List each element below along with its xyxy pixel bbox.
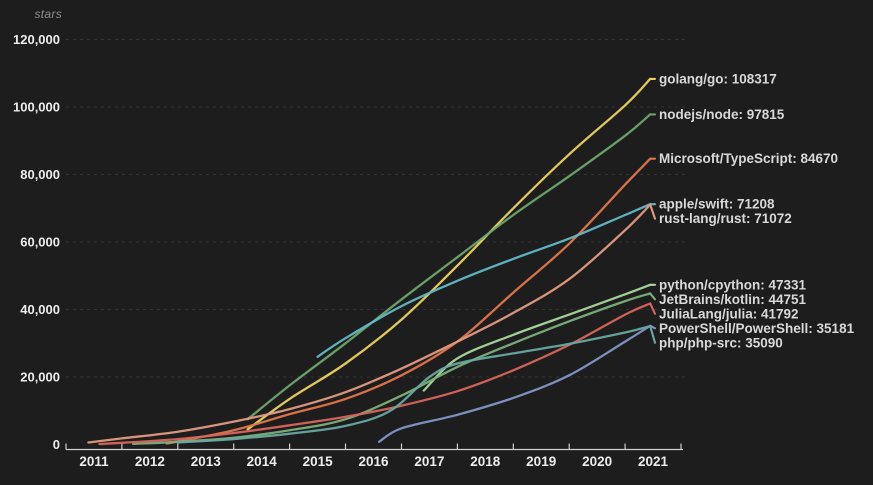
series-label-connector-php-php-src [649,325,657,344]
x-tick-label: 2015 [303,454,334,469]
series-label-julialang-julia: JuliaLang/julia: 41792 [659,306,799,321]
series-label-rust-lang-rust: rust-lang/rust: 71072 [659,211,792,226]
x-tick-label: 2019 [526,454,556,469]
x-tick-label: 2020 [582,454,612,469]
x-tick-label: 2017 [414,454,444,469]
y-tick-label: 40,000 [20,302,60,317]
x-tick-label: 2018 [470,454,501,469]
y-tick-label: 80,000 [20,167,60,182]
y-tick-label: 100,000 [13,100,60,115]
series-label-golang-go: golang/go: 108317 [659,71,777,86]
series-line-jetbrains-kotlin [131,292,652,445]
series-label-connector-julialang-julia [649,302,657,315]
series-line-apple-swift [316,203,652,358]
series-line-golang-go [246,77,652,431]
x-tick-label: 2016 [358,454,389,469]
series-label-connector-jetbrains-kotlin [649,292,657,301]
y-tick-label: 20,000 [20,370,60,385]
y-tick-label: 0 [53,437,60,452]
series-line-julialang-julia [98,302,652,446]
series-label-python-cpython: python/cpython: 47331 [659,277,807,292]
series-label-microsoft-typescript: Microsoft/TypeScript: 84670 [659,151,838,166]
series-label-powershell-powershell: PowerShell/PowerShell: 35181 [659,321,855,336]
x-tick-label: 2014 [247,454,278,469]
series-label-connector-rust-lang-rust [649,203,657,220]
series-line-python-cpython [422,283,652,392]
series-line-rust-lang-rust [87,203,652,444]
x-tick-label: 2012 [135,454,165,469]
x-tick-label: 2013 [191,454,222,469]
y-axis-title: stars [34,7,62,21]
series-label-nodejs-node: nodejs/node: 97815 [659,107,785,122]
series-line-powershell-powershell [377,324,652,443]
series-label-jetbrains-kotlin: JetBrains/kotlin: 44751 [659,292,807,307]
y-tick-label: 60,000 [20,235,60,250]
series-label-php-php-src: php/php-src: 35090 [659,335,783,350]
series-line-php-php-src [176,324,652,444]
x-tick-label: 2011 [79,454,109,469]
series-line-nodejs-node [246,113,652,421]
series-line-microsoft-typescript [165,157,652,445]
y-tick-label: 120,000 [13,32,60,47]
series-label-apple-swift: apple/swift: 71208 [659,197,775,212]
x-tick-label: 2021 [638,454,669,469]
